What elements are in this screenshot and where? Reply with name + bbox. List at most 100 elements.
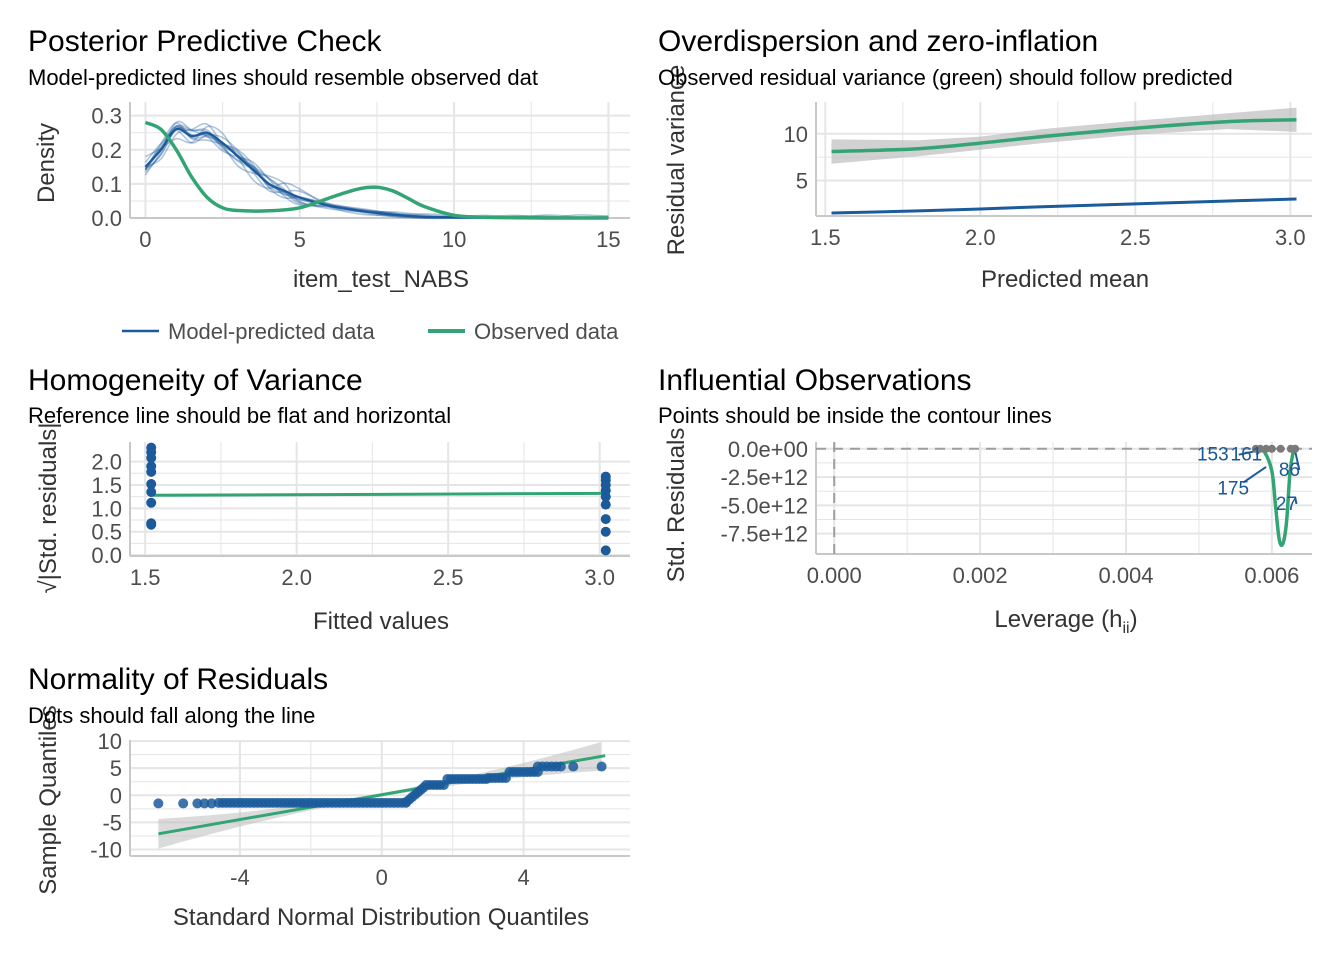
residual-smooth-line <box>1256 447 1296 548</box>
y-tick-label: 0.2 <box>91 138 122 163</box>
legend-predicted-label: Model-predicted data <box>168 319 375 344</box>
panel-influential: 153 161 175 86 27 0.000 0.002 0.004 0.006 0.0e+0… <box>658 364 1312 637</box>
observation-point <box>1291 444 1300 453</box>
x-tick-label: 0.006 <box>1244 563 1299 588</box>
ppc-subtitle: Model-predicted lines should resemble ob… <box>28 65 538 90</box>
x-tick-label: -4 <box>230 865 250 890</box>
od-plot-area <box>831 107 1297 215</box>
nr-grid <box>129 740 630 857</box>
x-tick-label: 3.0 <box>1275 225 1306 250</box>
y-tick-label: 5 <box>796 168 808 193</box>
od-subtitle: Observed residual variance (green) shoul… <box>658 65 1233 90</box>
qq-point <box>192 798 203 809</box>
qq-point <box>568 761 579 772</box>
residual-point <box>146 452 157 463</box>
ppc-tick-labels: 0 5 10 15 0.0 0.1 0.2 0.3 <box>91 104 620 252</box>
od-tick-labels: 1.5 2.0 2.5 3.0 5 10 <box>784 122 1306 250</box>
hv-subtitle: Reference line should be flat and horizo… <box>28 403 451 428</box>
x-tick-label: 0.002 <box>953 563 1008 588</box>
io-plot-area: 153 161 175 86 27 <box>816 442 1312 554</box>
hv-title: Homogeneity of Variance <box>28 364 363 397</box>
hv-plot-area <box>146 442 611 556</box>
nr-y-axis-label: Sample Quantiles <box>35 705 62 894</box>
io-x-axis-label-end: ) <box>1130 606 1138 633</box>
x-tick-label: 3.0 <box>584 565 615 590</box>
y-tick-label: -10 <box>90 837 122 862</box>
y-tick-label: 1.5 <box>91 473 122 498</box>
y-tick-label: -7.5e+12 <box>721 522 808 547</box>
ppc-grid <box>129 102 630 219</box>
x-tick-label: 1.5 <box>130 565 161 590</box>
qq-point <box>178 798 189 809</box>
residual-point <box>146 479 157 490</box>
point-label: 153 <box>1197 445 1229 466</box>
x-tick-label: 0 <box>139 227 151 252</box>
x-tick-label: 10 <box>442 227 466 252</box>
qq-point <box>153 798 164 809</box>
reference-smooth-line <box>151 491 606 497</box>
y-tick-label: -5 <box>102 810 122 835</box>
residual-point <box>146 497 157 508</box>
x-tick-label: 1.5 <box>810 225 841 250</box>
od-x-axis-label: Predicted mean <box>981 266 1149 293</box>
io-x-axis-label-main: Leverage (h <box>994 606 1122 633</box>
observation-point <box>1267 444 1276 453</box>
panel-homogeneity: 1.5 2.0 2.5 3.00.00.51.01.52.0 Fitted value… <box>28 364 630 635</box>
y-tick-label: 1.0 <box>91 496 122 521</box>
y-tick-label: 2.0 <box>91 450 122 475</box>
hv-grid <box>129 442 630 557</box>
point-label: 161 <box>1231 445 1263 466</box>
point-label-leader <box>1242 466 1267 484</box>
predicted-draw-line <box>144 120 609 220</box>
y-tick-label: 0.0 <box>91 543 122 568</box>
panel-overdispersion: 1.5 2.0 2.5 3.0 5 10 Predicted mean Residual … <box>658 25 1312 293</box>
io-x-axis-label-sub: ii <box>1122 620 1129 637</box>
observed-series-line <box>144 120 609 220</box>
y-tick-label: 0.1 <box>91 172 122 197</box>
point-label-leader <box>1294 451 1301 471</box>
x-tick-label: 2.5 <box>433 565 464 590</box>
observation-point <box>1262 444 1271 453</box>
x-tick-label: 2.0 <box>965 225 996 250</box>
residual-point <box>600 526 611 537</box>
hv-x-axis-label: Fitted values <box>313 608 449 635</box>
nr-plot-area <box>153 741 607 849</box>
y-tick-label: 10 <box>784 122 808 147</box>
x-tick-label: 0.004 <box>1098 563 1153 588</box>
residual-point <box>600 499 611 510</box>
observation-point <box>1256 444 1265 453</box>
y-tick-label: 5 <box>110 756 122 781</box>
y-tick-label: 10 <box>98 729 122 754</box>
x-tick-label: 0.000 <box>807 563 862 588</box>
hv-tick-labels: 1.5 2.0 2.5 3.00.00.51.01.52.0 <box>91 450 615 590</box>
panel-ppc: Posterior Predictive Check Model-predict… <box>28 25 630 344</box>
ppc-y-axis-label: Density <box>33 123 60 203</box>
x-tick-label: 0 <box>376 865 388 890</box>
legend-observed-label: Observed data <box>474 319 619 344</box>
od-grid <box>815 102 1312 217</box>
point-label: 175 <box>1217 479 1249 500</box>
io-title: Influential Observations <box>658 364 972 397</box>
residual-point <box>146 466 157 477</box>
io-subtitle: Points should be inside the contour line… <box>658 403 1052 428</box>
y-tick-label: 0.0 <box>91 206 122 231</box>
x-tick-label: 2.0 <box>281 565 312 590</box>
nr-title: Normality of Residuals <box>28 663 328 696</box>
residual-point <box>600 514 611 525</box>
io-x-axis-label: Leverage (hii) <box>994 606 1137 637</box>
residual-point <box>600 491 611 502</box>
od-title: Overdispersion and zero-inflation <box>658 25 1098 58</box>
point-label: 27 <box>1276 494 1297 515</box>
x-tick-label: 15 <box>596 227 620 252</box>
x-tick-label: 2.5 <box>1120 225 1151 250</box>
qq-point <box>596 761 607 772</box>
nr-subtitle: Dots should fall along the line <box>28 703 315 728</box>
residual-point <box>600 545 611 556</box>
x-tick-label: 5 <box>294 227 306 252</box>
ppc-title: Posterior Predictive Check <box>28 25 382 58</box>
y-tick-label: -2.5e+12 <box>721 465 808 490</box>
observation-point <box>1276 444 1285 453</box>
residual-point <box>146 486 157 497</box>
